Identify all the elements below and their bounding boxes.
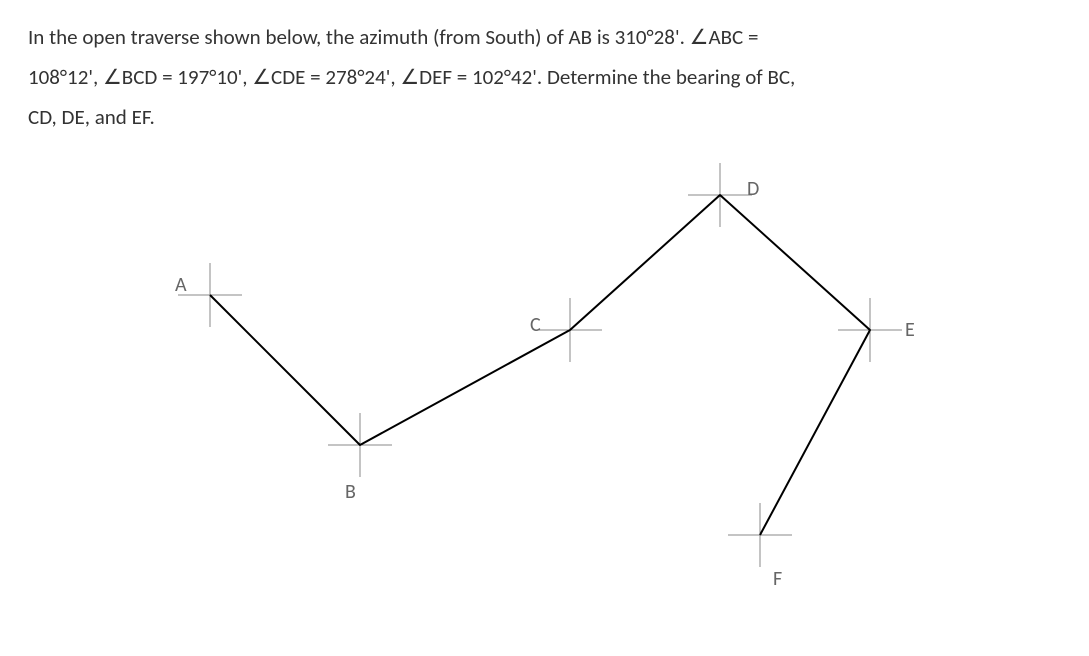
diagram-svg	[150, 155, 950, 635]
problem-line-2: 108°12', ∠BCD = 197°10', ∠CDE = 278°24',…	[28, 58, 1061, 98]
problem-line-3: CD, DE, and EF.	[28, 98, 1061, 138]
point-label-A: A	[175, 273, 187, 297]
point-label-F: F	[773, 567, 782, 591]
point-label-C: C	[530, 313, 541, 337]
problem-line-1: In the open traverse shown below, the az…	[28, 18, 1061, 58]
point-label-D: D	[747, 177, 759, 201]
point-label-B: B	[345, 480, 356, 504]
traverse-path	[210, 195, 870, 535]
problem-statement: In the open traverse shown below, the az…	[28, 18, 1061, 138]
point-label-E: E	[905, 318, 915, 342]
traverse-diagram: A B C D E F	[150, 155, 950, 635]
